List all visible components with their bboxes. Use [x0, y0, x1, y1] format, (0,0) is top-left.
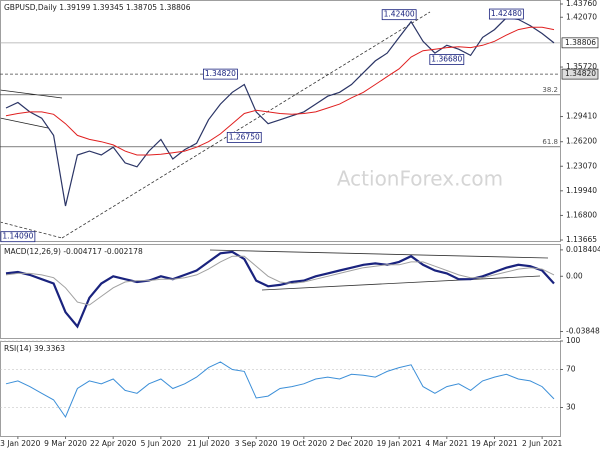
x-tick-label: 19 Oct 2020 — [281, 439, 328, 448]
annotation-box — [226, 132, 262, 143]
x-tick-label: 4 Mar 2021 — [425, 439, 468, 448]
fib-label: 61.8 — [542, 138, 558, 146]
panel-frame — [0, 244, 561, 339]
y-tick-label: 1.26200 — [566, 137, 597, 146]
x-tick-label: 2 Jun 2021 — [522, 439, 563, 448]
y-tick-label: 1.35720 — [566, 62, 597, 71]
annotation-box — [381, 9, 417, 21]
panel-frame — [0, 341, 561, 437]
y-tick-label: 1.43760 — [566, 0, 597, 8]
y-tick-label: 1.42070 — [566, 12, 597, 21]
x-tick-label: 19 Apr 2021 — [471, 439, 518, 448]
y-tick-label: 100 — [566, 336, 581, 345]
annotation-box — [0, 231, 36, 243]
x-tick-label: 9 Mar 2020 — [44, 439, 87, 448]
channel-line — [0, 89, 63, 99]
x-tick-label: 2 Dec 2020 — [330, 439, 373, 448]
y-tick-label: 1.29410 — [566, 112, 597, 121]
annotation-label: 1.26750 — [229, 132, 260, 141]
annotation-box — [429, 54, 465, 65]
panel-title: RSI(14) 39.3363 — [4, 344, 65, 353]
level-label-box — [561, 37, 599, 49]
annotation-label: 1.34820 — [205, 69, 236, 78]
trend-line — [209, 249, 549, 259]
channel-line — [0, 117, 49, 129]
level-label: 1.38806 — [565, 38, 596, 47]
annotation-label: 1.14090 — [2, 232, 33, 241]
y-tick-label: 30 — [566, 403, 576, 412]
annotation-label: 1.36680 — [431, 55, 462, 64]
x-tick-label: 19 Jan 2021 — [377, 439, 422, 448]
panel-title: GBPUSD,Daily 1.39199 1.39345 1.38705 1.3… — [4, 3, 191, 12]
annotation-label: 1.42480 — [491, 9, 522, 18]
series-line — [5, 361, 555, 419]
y-tick-label: 1.16800 — [566, 210, 597, 219]
annotation-box — [203, 68, 238, 80]
trend-line — [261, 275, 541, 291]
panel-frame — [0, 0, 561, 242]
fib-label: 38.2 — [542, 86, 558, 94]
y-tick-label: 0.00 — [566, 271, 583, 280]
panel-title: MACD(12,26,9) -0.004717 -0.002178 — [4, 247, 143, 256]
x-tick-label: 5 Jun 2020 — [141, 439, 182, 448]
trend-line — [0, 221, 63, 239]
y-tick-label: 1.19940 — [566, 186, 597, 195]
y-tick-label: 0.018404 — [566, 245, 600, 254]
series-line — [5, 17, 555, 207]
y-tick-label: -0.038483 — [566, 327, 600, 336]
x-tick-label: 3 Sep 2020 — [235, 439, 278, 448]
series-line — [5, 250, 555, 329]
annotation-box — [488, 8, 524, 20]
x-tick-label: 22 Apr 2020 — [90, 439, 137, 448]
y-tick-label: 1.23070 — [566, 161, 597, 170]
x-tick-label: 23 Jan 2020 — [0, 439, 41, 448]
series-line — [5, 255, 555, 306]
watermark: ActionForex.com — [337, 167, 503, 191]
series-line — [5, 26, 555, 156]
level-label-box — [561, 68, 599, 80]
x-tick-label: 21 Jul 2020 — [187, 439, 230, 448]
y-tick-label: 1.13665 — [566, 235, 597, 244]
annotation-label: 1.42400 — [384, 10, 415, 19]
trend-line — [61, 11, 431, 239]
y-tick-label: 70 — [566, 365, 576, 374]
level-label: 1.34820 — [565, 69, 596, 78]
